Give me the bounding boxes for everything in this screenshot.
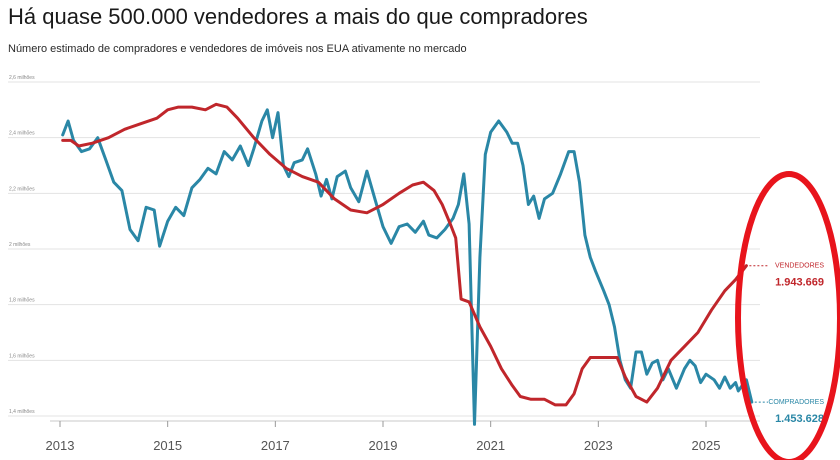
x-tick-label: 2013 xyxy=(46,438,75,453)
y-axis-ticks: 2,6 milhões 2,4 milhões 2,2 milhões 2 milhõ… xyxy=(9,75,35,415)
y-tick-label: 1,8 milhões xyxy=(9,298,35,304)
x-axis-ticks: 2013 2015 2017 2019 2021 2023 2025 xyxy=(46,420,760,453)
buyers-value: 1.453.628 xyxy=(775,413,824,425)
y-tick-label: 2 milhões xyxy=(9,242,31,248)
x-tick-label: 2025 xyxy=(692,438,721,453)
sellers-label: VENDEDORES xyxy=(775,263,824,270)
y-tick-label: 1,6 milhões xyxy=(9,353,35,359)
x-tick-label: 2019 xyxy=(369,438,398,453)
series-end-labels: VENDEDORES 1.943.669 COMPRADORES 1.453.628 xyxy=(749,263,824,425)
buyers-label: COMPRADORES xyxy=(768,399,824,406)
chart-title: Há quase 500.000 vendedores a mais do qu… xyxy=(8,4,588,29)
y-tick-label: 2,6 milhões xyxy=(9,75,35,81)
x-tick-label: 2015 xyxy=(153,438,182,453)
x-tick-label: 2023 xyxy=(584,438,613,453)
buyers-line xyxy=(61,108,754,426)
gridlines xyxy=(8,81,760,417)
x-tick-label: 2021 xyxy=(476,438,505,453)
y-tick-label: 2,4 milhões xyxy=(9,131,35,137)
highlight-ellipse xyxy=(735,171,840,460)
sellers-line xyxy=(61,102,748,407)
series-lines xyxy=(61,102,754,426)
y-tick-label: 1,4 milhões xyxy=(9,409,35,415)
sellers-value: 1.943.669 xyxy=(775,277,824,289)
y-tick-label: 2,2 milhões xyxy=(9,186,35,192)
chart-subtitle: Número estimado de compradores e vendedo… xyxy=(8,43,467,55)
x-tick-label: 2017 xyxy=(261,438,290,453)
